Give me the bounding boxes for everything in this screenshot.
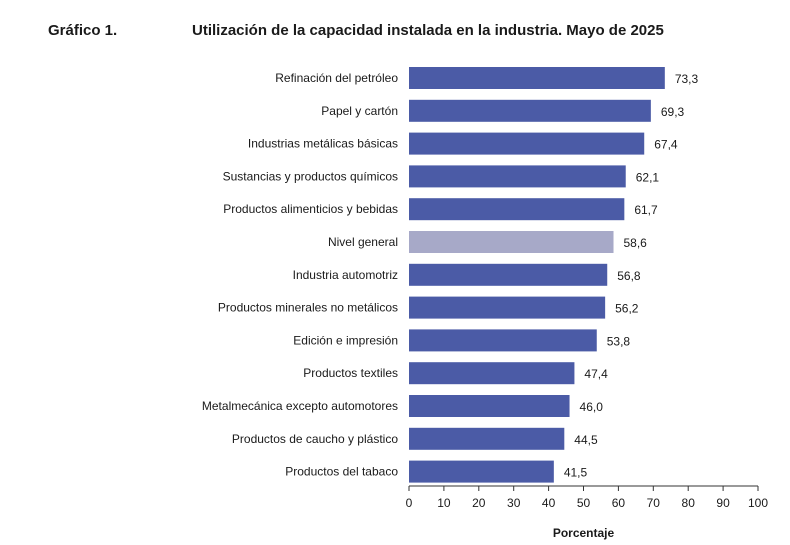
value-label-productos-de-caucho-y-plastico: 44,5 [574,433,598,447]
category-label-nivel-general: Nivel general [328,235,398,249]
x-tick-label-100: 100 [748,496,768,510]
value-label-industrias-metalicas-basicas: 67,4 [654,138,678,152]
category-label-productos-minerales-no-metalicos: Productos minerales no metálicos [218,301,398,315]
category-label-industria-automotriz: Industria automotriz [293,268,398,282]
value-label-productos-textiles: 47,4 [584,367,608,381]
category-label-metalmecanica-excepto-automotores: Metalmecánica excepto automotores [202,399,398,413]
value-label-nivel-general: 58,6 [624,236,648,250]
bar-productos-de-caucho-y-plastico [409,427,565,450]
x-axis: 0 10 20 30 40 50 60 70 80 90 100 [406,485,768,510]
value-label-refinacion-del-petroleo: 73,3 [675,72,699,86]
category-label-productos-alimenticios-y-bebidas: Productos alimenticios y bebidas [223,202,398,216]
category-label-productos-del-tabaco: Productos del tabaco [285,465,398,479]
category-label-papel-y-carton: Papel y cartón [321,104,398,118]
bar-productos-alimenticios-y-bebidas [409,198,625,221]
value-label-industria-automotriz: 56,8 [617,269,641,283]
value-label-sustancias-y-productos-quimicos: 62,1 [636,170,660,184]
bars-group [409,67,665,483]
x-tick-label-0: 0 [406,496,413,510]
x-tick-label-60: 60 [612,496,626,510]
category-label-sustancias-y-productos-quimicos: Sustancias y productos químicos [223,169,398,183]
value-label-productos-del-tabaco: 41,5 [564,466,588,480]
bar-productos-del-tabaco [409,460,554,483]
category-label-industrias-metalicas-basicas: Industrias metálicas básicas [248,137,398,151]
x-tick-label-80: 80 [682,496,696,510]
bar-sustancias-y-productos-quimicos [409,165,626,188]
bar-refinacion-del-petroleo [409,67,665,89]
x-tick-label-20: 20 [472,496,486,510]
x-tick-label-10: 10 [437,496,451,510]
x-tick-label-90: 90 [716,496,730,510]
value-labels-group: 73,3 69,3 67,4 62,1 61,7 58,6 56,8 56,2 53,8 47,4… [564,72,699,480]
category-label-edicion-e-impresion: Edición e impresión [293,333,398,347]
category-labels-group: Refinación del petróleo Papel y cartón Ind… [202,71,398,479]
x-tick-label-70: 70 [647,496,661,510]
bar-productos-textiles [409,362,575,385]
category-label-productos-textiles: Productos textiles [303,366,398,380]
x-tick-label-50: 50 [577,496,591,510]
value-label-metalmecanica-excepto-automotores: 46,0 [580,400,604,414]
category-label-refinacion-del-petroleo: Refinación del petróleo [275,71,398,85]
bar-papel-y-carton [409,99,651,122]
x-tick-label-40: 40 [542,496,556,510]
x-tick-label-30: 30 [507,496,521,510]
chart-title: Utilización de la capacidad instalada en… [192,22,664,39]
category-label-productos-de-caucho-y-plastico: Productos de caucho y plástico [232,432,398,446]
bar-industrias-metalicas-basicas [409,132,645,155]
bar-productos-minerales-no-metalicos [409,296,606,319]
bar-nivel-general [409,231,614,253]
bar-edicion-e-impresion [409,329,597,352]
value-label-edicion-e-impresion: 53,8 [607,334,631,348]
x-axis-title: Porcentaje [553,526,615,540]
value-label-productos-minerales-no-metalicos: 56,2 [615,302,639,316]
value-label-productos-alimenticios-y-bebidas: 61,7 [634,203,658,217]
figure-label: Gráfico 1. [48,22,118,39]
bar-industria-automotriz [409,263,608,286]
value-label-papel-y-carton: 69,3 [661,105,685,119]
bar-metalmecanica-excepto-automotores [409,395,570,417]
